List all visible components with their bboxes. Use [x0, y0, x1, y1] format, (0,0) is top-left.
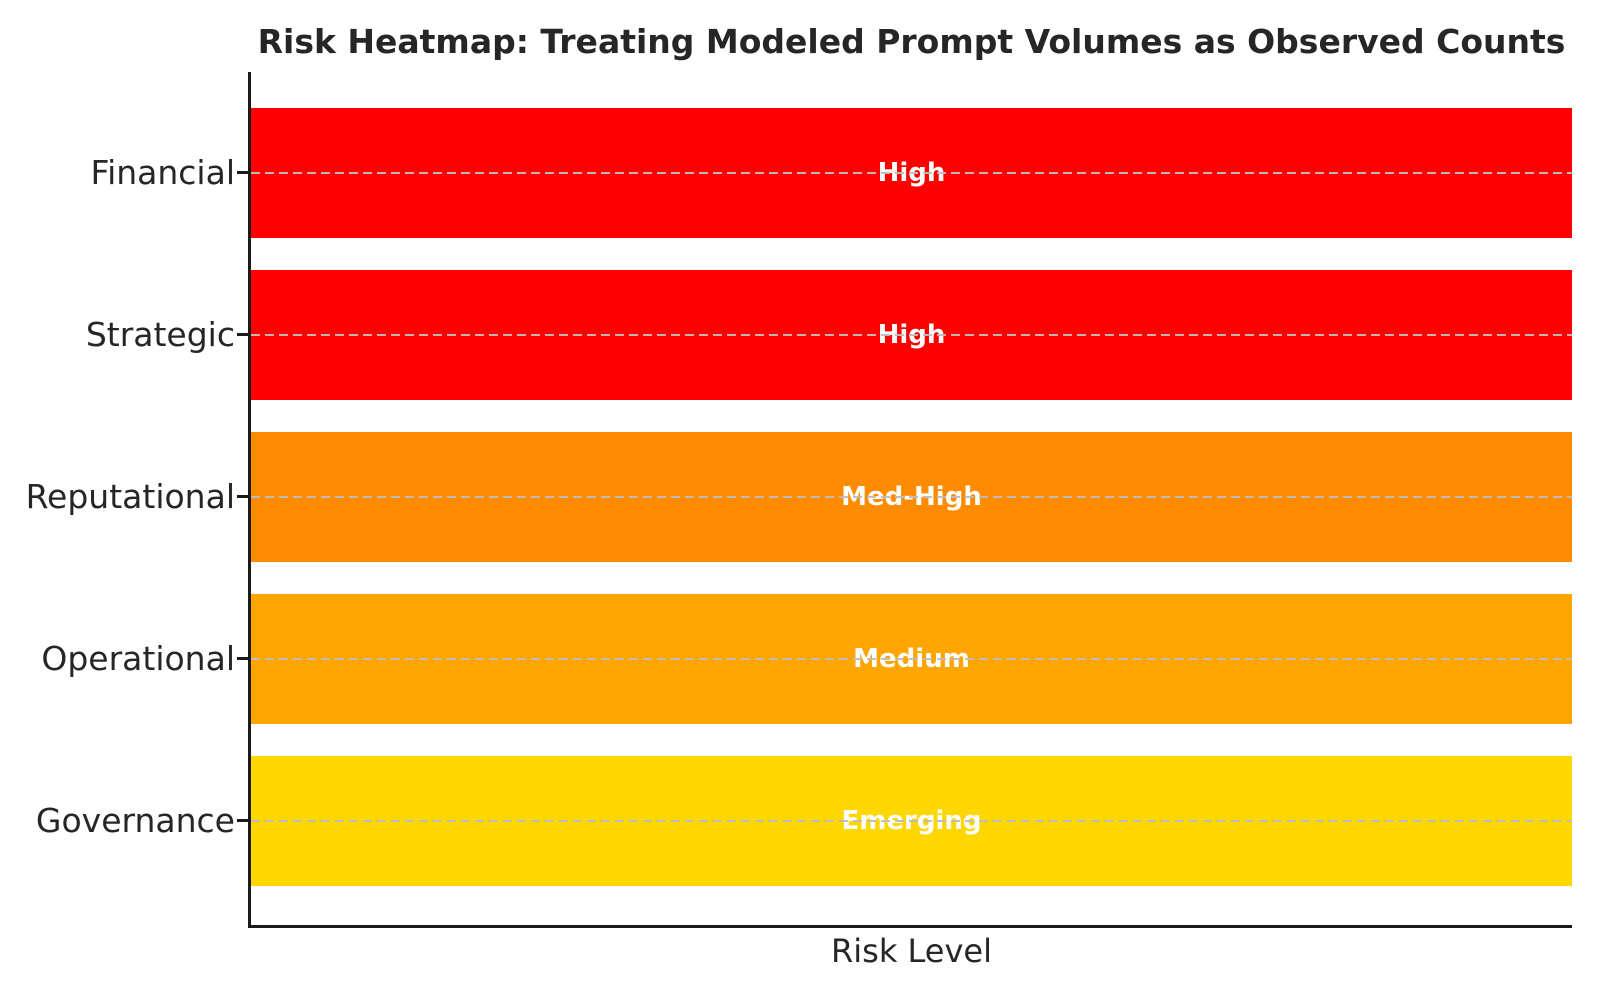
y-tick-label-governance: Governance: [35, 801, 235, 840]
y-axis-line: [248, 72, 251, 928]
y-tick-mark: [237, 819, 248, 822]
y-tick-label-reputational: Reputational: [25, 477, 235, 516]
y-tick-label-financial: Financial: [90, 153, 235, 192]
plot-area: High High Med-High Medium Emerging Finan…: [26, 72, 1572, 928]
y-tick-mark: [237, 657, 248, 660]
y-tick-mark: [237, 495, 248, 498]
gridline: [251, 658, 1572, 660]
gridline: [251, 334, 1572, 336]
x-axis-label: Risk Level: [831, 932, 992, 970]
gridline: [251, 172, 1572, 174]
chart-title: Risk Heatmap: Treating Modeled Prompt Vo…: [257, 22, 1566, 61]
gridline: [251, 496, 1572, 498]
x-axis-line: [248, 925, 1572, 928]
y-tick-mark: [237, 333, 248, 336]
y-tick-label-strategic: Strategic: [85, 315, 235, 354]
gridline: [251, 820, 1572, 822]
y-tick-mark: [237, 171, 248, 174]
y-tick-label-operational: Operational: [41, 639, 235, 678]
